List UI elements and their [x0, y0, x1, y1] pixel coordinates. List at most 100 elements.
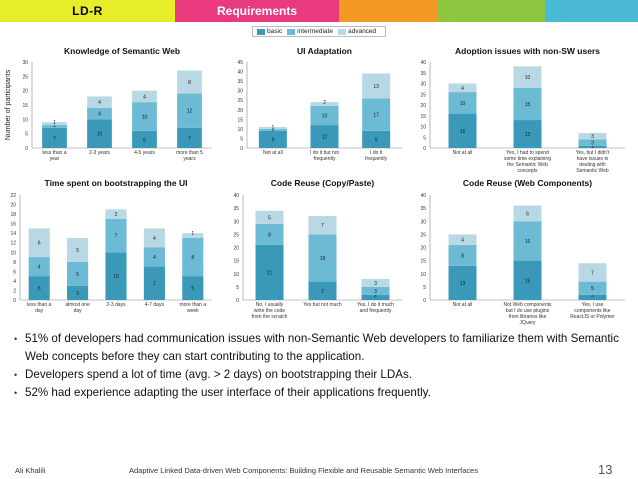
- bar-segment-advanced: [132, 90, 157, 103]
- y-axis-label: Number of participants: [5, 69, 12, 140]
- page-number: 13: [598, 462, 613, 477]
- y-tick-label: 8: [13, 260, 16, 266]
- x-tick-label-line: I do it but not: [310, 150, 340, 156]
- y-tick-label: 5: [423, 135, 426, 141]
- bar-value-label: 10: [113, 274, 119, 280]
- bar-segment-intermediate: [177, 93, 202, 128]
- y-tick-label: 10: [420, 272, 426, 278]
- x-tick-label-line: years: [183, 156, 196, 162]
- bar-value-label: 5: [76, 272, 79, 278]
- x-tick-label: Yes, I had to spend some time explaining t…: [504, 150, 551, 174]
- bar-segment-basic: [310, 125, 339, 148]
- bar-value-label: 16: [460, 129, 466, 135]
- bar-value-label: 5: [268, 215, 271, 221]
- bar-value-label: 2: [323, 100, 326, 106]
- x-tick-label-line: but I do use plugins: [506, 308, 550, 314]
- chart-title: Code Reuse (Copy/Paste): [271, 178, 375, 188]
- x-tick-label-line: more than 5: [176, 150, 203, 156]
- x-tick-label-line: Yes, I do it much: [357, 302, 394, 308]
- bar-segment-intermediate: [308, 234, 337, 282]
- bar-segment-basic: [513, 260, 542, 300]
- x-tick-label: I do it but not frequently: [310, 150, 340, 162]
- x-tick-label-line: 2-3 days: [106, 302, 126, 308]
- y-tick-label: 10: [22, 117, 28, 123]
- x-tick-label: Not at all: [453, 302, 473, 308]
- bar-value-label: 4: [461, 238, 464, 244]
- y-tick-label: 40: [420, 193, 426, 199]
- bar-segment-advanced: [448, 83, 477, 93]
- legend-label-intermediate: intermediate: [297, 28, 333, 35]
- bar-value-label: 5: [38, 286, 41, 292]
- bar-value-label: 8: [461, 253, 464, 259]
- bar-segment-advanced: [87, 96, 112, 108]
- bar-segment-intermediate: [255, 223, 284, 245]
- bar-segment-basic: [448, 113, 477, 148]
- y-tick-label: 25: [420, 92, 426, 98]
- y-tick-label: 5: [240, 136, 243, 142]
- x-tick-label-line: 2-3 years: [89, 150, 110, 156]
- y-tick-label: 0: [236, 298, 239, 304]
- bar-segment-basic: [361, 294, 390, 300]
- x-tick-label-line: Yes, I use: [582, 302, 604, 308]
- bar-segment-intermediate: [28, 257, 50, 277]
- x-tick-label: almost one day: [65, 302, 90, 314]
- bar-value-label: 13: [460, 281, 466, 287]
- bar-value-label: 1: [53, 120, 56, 126]
- y-tick-label: 30: [420, 82, 426, 88]
- legend-swatch-intermediate: [287, 28, 296, 35]
- x-tick-label: Not Web components but I do use plugins fr…: [504, 302, 552, 325]
- header-ldr-label: LD-R: [0, 0, 175, 22]
- x-tick-label: Yes, I use components like ReactJS or Poly…: [570, 302, 615, 320]
- bar-value-label: 6: [38, 241, 41, 247]
- x-tick-label-line: JQuery: [519, 320, 536, 325]
- bar-segment-intermediate: [143, 247, 165, 267]
- chart-title: Adoption issues with non-SW users: [455, 46, 600, 56]
- bar-value-label: 7: [153, 281, 156, 287]
- bar-value-label: 7: [321, 223, 324, 229]
- y-tick-label: 20: [233, 246, 239, 252]
- bar-value-label: 10: [525, 75, 531, 81]
- bar-segment-basic: [67, 285, 89, 300]
- bar-value-label: 1: [271, 125, 274, 131]
- bar-segment-advanced: [361, 279, 390, 287]
- x-tick-label: I do it frequently: [365, 150, 387, 162]
- bar-value-label: 10: [97, 132, 103, 138]
- x-tick-label-line: 4-7 days: [145, 302, 165, 308]
- x-tick-label: 2-3 years: [89, 150, 110, 156]
- y-tick-label: 15: [22, 103, 28, 109]
- x-tick-label: 4-7 days: [145, 302, 165, 308]
- bar-value-label: 13: [525, 132, 531, 138]
- bar-segment-basic: [258, 130, 287, 148]
- bar-value-label: 8: [268, 232, 271, 238]
- legend-item-intermediate: intermediate: [287, 28, 333, 35]
- bar-segment-intermediate: [67, 261, 89, 286]
- bar-segment-advanced: [258, 126, 287, 129]
- y-tick-label: 15: [237, 117, 243, 123]
- bar-value-label: 3: [374, 281, 377, 287]
- footer-author: Ali Khalili: [15, 466, 46, 475]
- bar-value-label: 2: [374, 293, 377, 299]
- x-tick-label-line: dealing with: [579, 162, 606, 168]
- bar-segment-advanced: [578, 132, 607, 140]
- x-tick-label-line: almost one: [65, 302, 90, 308]
- x-tick-label-line: more than a: [179, 302, 206, 308]
- bar-value-label: 15: [525, 278, 531, 284]
- bar-segment-advanced: [513, 66, 542, 88]
- bar-value-label: 6: [143, 137, 146, 143]
- bar-segment-intermediate: [132, 102, 157, 131]
- header-section-title: Requirements: [175, 0, 339, 22]
- bar-segment-advanced: [362, 73, 391, 99]
- x-tick-label-line: week: [187, 308, 199, 314]
- y-tick-label: 4: [13, 279, 16, 285]
- y-tick-label: 10: [10, 250, 16, 256]
- y-tick-label: 20: [10, 203, 16, 209]
- y-tick-label: 40: [233, 193, 239, 199]
- x-tick-label-line: have issues in: [577, 156, 609, 162]
- y-tick-label: 0: [423, 146, 426, 152]
- x-tick-label-line: some time explaining: [504, 156, 551, 162]
- x-tick-label: less than a day: [27, 302, 51, 314]
- y-tick-label: 2: [13, 288, 16, 294]
- bar-value-label: 3: [374, 289, 377, 295]
- bar-segment-intermediate: [362, 98, 391, 131]
- bar-segment-basic: [177, 127, 202, 148]
